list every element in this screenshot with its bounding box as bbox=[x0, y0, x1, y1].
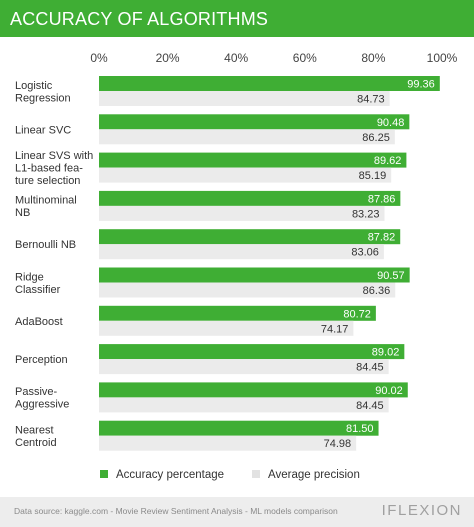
precision-bar bbox=[99, 205, 385, 221]
category-label: Nearest Centroid bbox=[15, 424, 57, 449]
legend-swatch-precision bbox=[252, 470, 260, 478]
legend-label-precision: Average precision bbox=[268, 469, 360, 481]
accuracy-value-label: 80.72 bbox=[343, 308, 371, 320]
x-tick-label: 40% bbox=[224, 51, 248, 65]
x-tick-label: 80% bbox=[361, 51, 385, 65]
precision-bar bbox=[99, 91, 390, 106]
category-label: Linear SVS with L1-based fea-ture selecti… bbox=[15, 150, 93, 187]
x-tick-label: 20% bbox=[156, 51, 180, 65]
accuracy-value-label: 87.82 bbox=[368, 232, 396, 244]
category-label-line: ture selection bbox=[15, 175, 80, 187]
precision-value-label: 86.25 bbox=[362, 132, 390, 144]
legend-swatch-accuracy bbox=[100, 470, 108, 478]
precision-bar bbox=[99, 282, 396, 298]
accuracy-bar bbox=[99, 229, 401, 245]
x-tick-label: 100% bbox=[427, 51, 458, 65]
x-tick-label: 0% bbox=[90, 51, 108, 65]
category-label-line: Linear SVC bbox=[15, 124, 71, 136]
precision-value-label: 83.23 bbox=[352, 208, 380, 220]
x-tick-label: 60% bbox=[293, 51, 317, 65]
category-label-line: NB bbox=[15, 207, 30, 219]
iflexion-logo: IFLEXION bbox=[381, 502, 462, 519]
accuracy-chart: 0% 20% 40% 60% 80% 100% Logistic Regression 99.3… bbox=[15, 51, 458, 481]
precision-bar bbox=[99, 397, 389, 413]
header-bar: ACCURACY OF ALGORITHMS bbox=[0, 0, 474, 37]
category-label-line: L1-based fea- bbox=[15, 163, 83, 175]
category-label-line: Logistic bbox=[15, 80, 53, 92]
category-label: Logistic Regression bbox=[15, 80, 71, 105]
precision-value-label: 85.19 bbox=[359, 170, 387, 182]
accuracy-value-label: 87.86 bbox=[368, 193, 396, 205]
accuracy-value-label: 90.48 bbox=[377, 117, 405, 129]
accuracy-value-label: 89.02 bbox=[372, 347, 400, 359]
accuracy-bar bbox=[99, 152, 407, 168]
precision-bar bbox=[99, 435, 357, 451]
category-label: Multinominal NB bbox=[15, 195, 77, 220]
category-label: Passive-Aggressive bbox=[15, 386, 69, 411]
category-label: Perception bbox=[15, 354, 68, 366]
precision-value-label: 74.17 bbox=[321, 323, 349, 335]
category-label-line: Bernoulli NB bbox=[15, 239, 76, 251]
precision-value-label: 84.45 bbox=[356, 362, 384, 374]
accuracy-value-label: 81.50 bbox=[346, 423, 374, 435]
category-label: Ridge Classifier bbox=[15, 271, 61, 296]
category-label-line: Perception bbox=[15, 354, 68, 366]
precision-value-label: 84.73 bbox=[357, 94, 385, 106]
accuracy-bar bbox=[99, 76, 440, 91]
category-label: Linear SVC bbox=[15, 124, 71, 136]
category-label-line: Centroid bbox=[15, 437, 57, 449]
footer-bar: Data source: kaggle.com - Movie Review S… bbox=[0, 497, 474, 527]
data-source-note: Data source: kaggle.com - Movie Review S… bbox=[14, 506, 338, 516]
category-label-line: AdaBoost bbox=[15, 316, 63, 328]
accuracy-value-label: 89.62 bbox=[374, 155, 402, 167]
precision-bar bbox=[99, 167, 392, 183]
accuracy-value-label: 90.57 bbox=[377, 270, 405, 282]
precision-bar bbox=[99, 129, 395, 145]
accuracy-bar bbox=[99, 305, 376, 321]
precision-value-label: 74.98 bbox=[324, 438, 352, 450]
accuracy-bar bbox=[99, 114, 410, 130]
accuracy-bar bbox=[99, 420, 379, 436]
accuracy-value-label: 90.02 bbox=[375, 385, 403, 397]
category-label-line: Nearest bbox=[15, 424, 54, 436]
precision-value-label: 84.45 bbox=[356, 400, 384, 412]
accuracy-bar bbox=[99, 190, 401, 206]
category-label: AdaBoost bbox=[15, 316, 63, 328]
accuracy-value-label: 99.36 bbox=[407, 79, 435, 91]
precision-value-label: 83.06 bbox=[351, 247, 379, 259]
category-label-line: Aggressive bbox=[15, 399, 69, 411]
category-label-line: Linear SVS with bbox=[15, 150, 93, 162]
category-label-line: Multinominal bbox=[15, 195, 77, 207]
precision-bar bbox=[99, 244, 384, 260]
category-label: Bernoulli NB bbox=[15, 239, 76, 251]
category-label-line: Ridge bbox=[15, 271, 44, 283]
accuracy-bar bbox=[99, 344, 405, 360]
accuracy-bar bbox=[99, 382, 408, 398]
precision-value-label: 86.36 bbox=[363, 285, 391, 297]
category-label-line: Passive- bbox=[15, 386, 58, 398]
category-label-line: Classifier bbox=[15, 284, 61, 296]
accuracy-bar bbox=[99, 267, 410, 283]
page-title: ACCURACY OF ALGORITHMS bbox=[10, 9, 269, 29]
precision-bar bbox=[99, 320, 354, 336]
legend-label-accuracy: Accuracy percentage bbox=[116, 469, 224, 481]
precision-bar bbox=[99, 359, 389, 375]
category-label-line: Regression bbox=[15, 92, 71, 104]
